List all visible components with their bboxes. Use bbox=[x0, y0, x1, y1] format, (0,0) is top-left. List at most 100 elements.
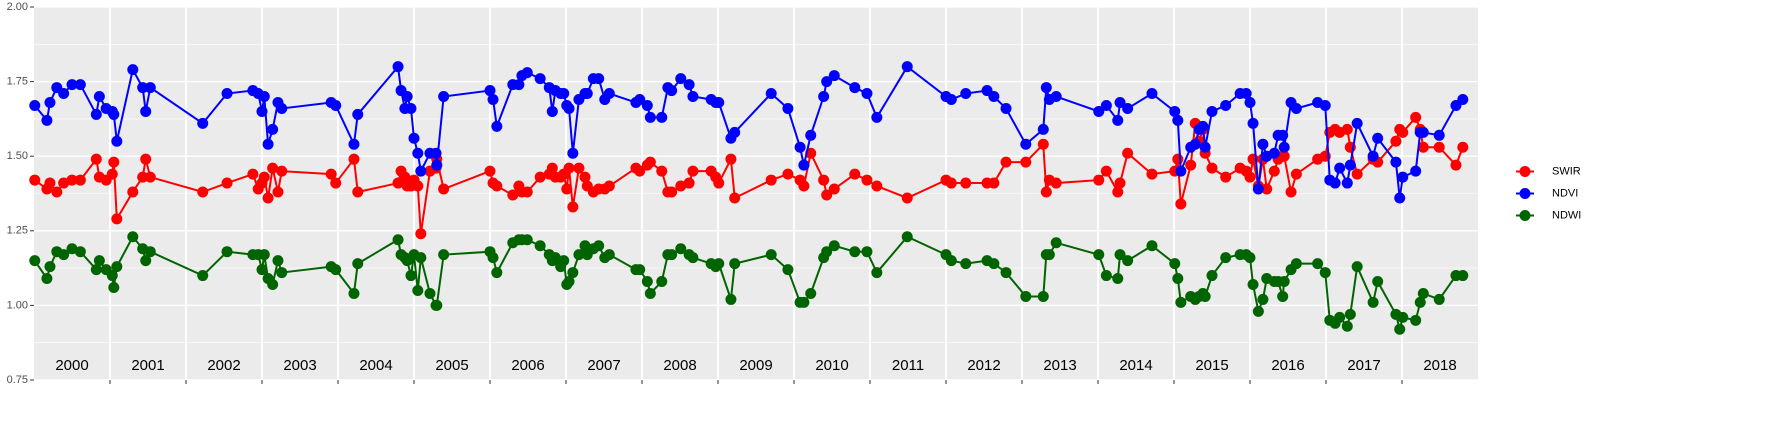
point bbox=[573, 162, 585, 174]
point bbox=[901, 231, 913, 243]
point bbox=[871, 267, 883, 279]
point bbox=[1175, 165, 1187, 177]
point bbox=[1341, 320, 1353, 332]
point bbox=[29, 174, 41, 186]
point bbox=[111, 135, 123, 147]
point bbox=[861, 88, 873, 100]
point bbox=[1000, 156, 1012, 168]
point bbox=[1220, 252, 1232, 264]
legend-key bbox=[1519, 188, 1531, 199]
point bbox=[348, 153, 360, 165]
point bbox=[1020, 156, 1032, 168]
point bbox=[828, 183, 840, 195]
point bbox=[106, 270, 118, 282]
point bbox=[644, 111, 656, 123]
point bbox=[1050, 91, 1062, 103]
point bbox=[1114, 177, 1126, 189]
point bbox=[1146, 168, 1158, 180]
point bbox=[534, 73, 546, 85]
point bbox=[534, 171, 546, 183]
point bbox=[1146, 240, 1158, 252]
point bbox=[1410, 165, 1422, 177]
point bbox=[1341, 123, 1353, 135]
x-tick-label: 2006 bbox=[511, 357, 544, 374]
point bbox=[1172, 153, 1184, 165]
point bbox=[1093, 249, 1105, 261]
point bbox=[29, 99, 41, 111]
point bbox=[901, 61, 913, 73]
point bbox=[330, 99, 342, 111]
y-tick-label: 1.00 bbox=[7, 299, 28, 311]
point bbox=[90, 264, 102, 276]
point bbox=[1244, 96, 1256, 108]
point bbox=[593, 240, 605, 252]
point bbox=[675, 243, 687, 255]
point bbox=[1169, 105, 1181, 117]
point bbox=[487, 94, 499, 106]
point bbox=[74, 246, 86, 258]
point bbox=[782, 264, 794, 276]
point bbox=[534, 240, 546, 252]
point bbox=[1290, 168, 1302, 180]
point bbox=[1040, 186, 1052, 198]
point bbox=[140, 153, 152, 165]
point bbox=[415, 165, 427, 177]
point bbox=[641, 276, 653, 288]
point bbox=[221, 177, 233, 189]
point bbox=[221, 246, 233, 258]
point bbox=[1172, 273, 1184, 285]
point bbox=[507, 189, 519, 201]
point bbox=[330, 264, 342, 276]
point bbox=[821, 189, 833, 201]
point bbox=[1093, 174, 1105, 186]
point bbox=[1372, 132, 1384, 144]
legend-label: NDWI bbox=[1552, 209, 1581, 221]
point bbox=[1457, 141, 1469, 153]
point bbox=[765, 88, 777, 100]
point bbox=[849, 82, 861, 94]
point bbox=[348, 138, 360, 150]
point bbox=[127, 231, 139, 243]
point bbox=[108, 156, 120, 168]
x-tick-label: 2008 bbox=[663, 357, 696, 374]
point bbox=[352, 258, 364, 270]
point bbox=[1278, 150, 1290, 162]
point bbox=[1278, 276, 1290, 288]
y-tick-label: 1.25 bbox=[7, 225, 28, 237]
point bbox=[765, 249, 777, 261]
point bbox=[988, 91, 1000, 103]
point bbox=[666, 249, 678, 261]
point bbox=[1240, 88, 1252, 100]
point bbox=[567, 201, 579, 213]
point bbox=[1351, 117, 1363, 129]
point bbox=[1329, 177, 1341, 189]
series-2 bbox=[29, 231, 1469, 335]
x-tick-label: 2007 bbox=[587, 357, 620, 374]
point bbox=[675, 73, 687, 85]
point bbox=[1122, 147, 1134, 159]
point bbox=[593, 73, 605, 85]
point bbox=[1417, 126, 1429, 138]
point bbox=[276, 102, 288, 114]
point bbox=[1043, 249, 1055, 261]
point bbox=[805, 129, 817, 141]
point bbox=[641, 99, 653, 111]
point bbox=[399, 171, 411, 183]
point bbox=[634, 165, 646, 177]
point bbox=[1312, 258, 1324, 270]
point bbox=[1206, 270, 1218, 282]
point bbox=[29, 255, 41, 267]
point bbox=[1450, 159, 1462, 171]
point bbox=[1037, 123, 1049, 135]
point bbox=[66, 243, 78, 255]
point bbox=[567, 267, 579, 279]
point bbox=[51, 186, 63, 198]
point bbox=[849, 246, 861, 258]
point bbox=[573, 249, 585, 261]
point bbox=[1257, 293, 1269, 305]
point bbox=[1199, 141, 1211, 153]
x-tick-label: 2001 bbox=[131, 357, 164, 374]
x-tick-label: 2014 bbox=[1119, 357, 1152, 374]
point bbox=[1390, 135, 1402, 147]
point bbox=[325, 168, 337, 180]
